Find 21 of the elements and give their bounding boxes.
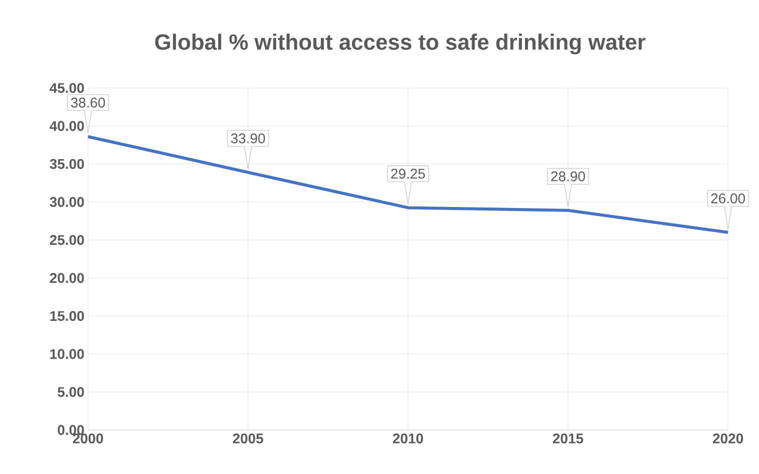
y-tick-label: 20.00 [50, 273, 84, 283]
y-tick-label: 40.00 [50, 121, 84, 131]
data-label: 26.00 [711, 193, 745, 204]
chart-title: Global % without access to safe drinking water [155, 34, 646, 54]
data-label: 28.90 [551, 171, 585, 182]
y-tick-label: 0.00 [58, 425, 84, 435]
y-tick-label: 30.00 [50, 197, 84, 207]
data-label: 33.90 [231, 133, 265, 144]
y-tick-label: 35.00 [50, 159, 84, 169]
y-tick-label: 45.00 [50, 83, 84, 93]
x-tick-label: 2005 [232, 434, 264, 444]
x-tick-label: 2000 [72, 434, 103, 444]
data-label: 38.60 [71, 98, 105, 108]
x-tick-label: 2015 [552, 434, 584, 444]
y-tick-label: 15.00 [50, 311, 84, 321]
y-tick-label: 5.00 [58, 387, 84, 397]
x-tick-label: 2010 [392, 434, 423, 444]
y-tick-label: 10.00 [50, 349, 84, 359]
x-tick-label: 2020 [712, 434, 744, 444]
data-label: 29.25 [391, 168, 425, 179]
y-tick-label: 25.00 [50, 235, 84, 245]
